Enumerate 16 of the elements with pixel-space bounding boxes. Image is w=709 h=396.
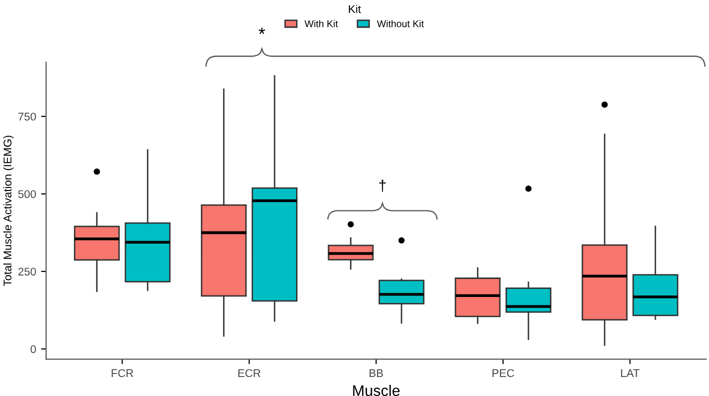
x-tick-label: BB: [370, 369, 383, 377]
y-tick-label: 250: [18, 268, 36, 276]
legend-title: Kit: [348, 4, 361, 13]
legend-label: With Kit: [304, 20, 338, 28]
x-tick-label: FCR: [112, 369, 134, 378]
x-axis-title: Muscle: [353, 384, 400, 396]
annotation: †: [379, 180, 386, 192]
x-tick-label: ECR: [238, 369, 260, 378]
x-tick-label: PEC: [492, 369, 514, 378]
y-tick-label: 500: [18, 190, 36, 198]
text: *: [258, 28, 266, 34]
y-axis-title: Total Muscle Activation (IEMG): [3, 136, 14, 286]
legend-label: Without Kit: [376, 20, 424, 28]
x-tick-label: LAT: [621, 369, 640, 377]
y-tick-label: 0: [30, 345, 36, 354]
y-tick-label: 750: [18, 112, 36, 121]
